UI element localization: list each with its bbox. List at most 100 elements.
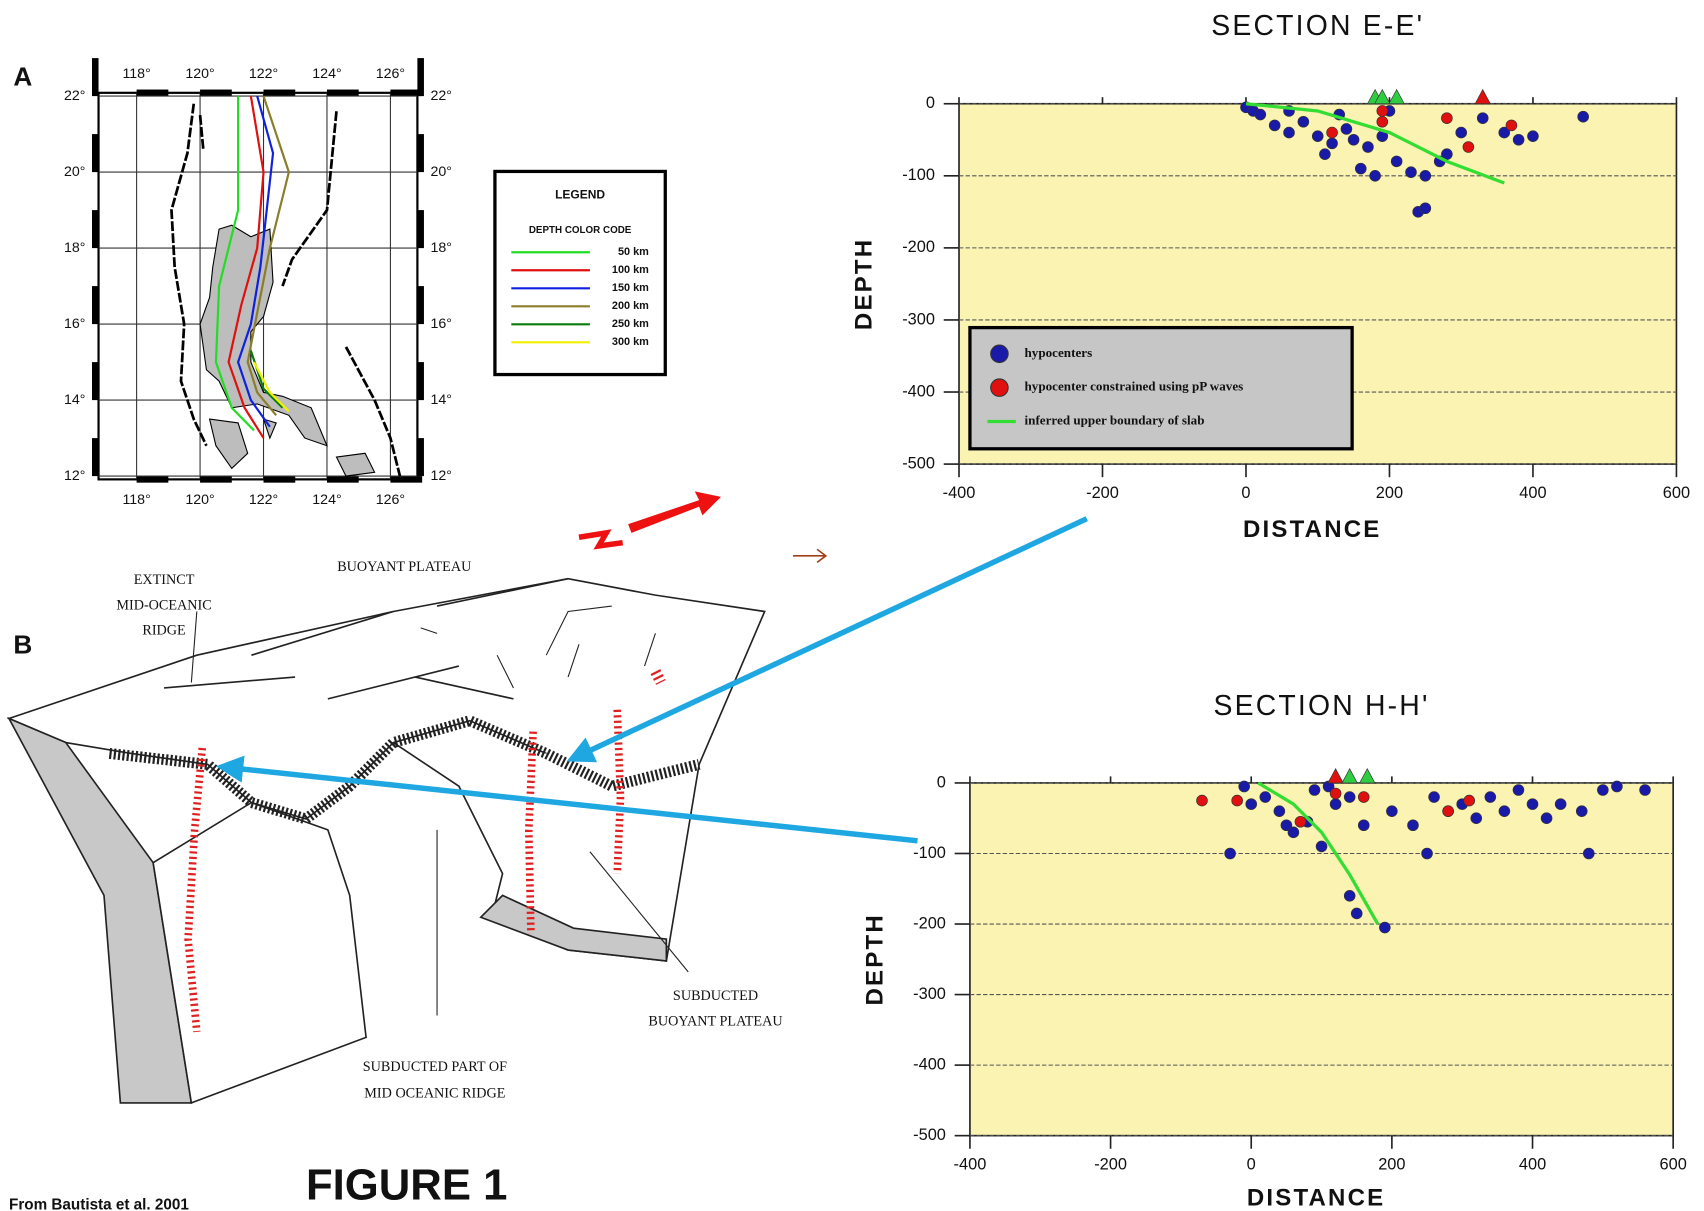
diagram-label: SUBDUCTED PART OF — [363, 1059, 507, 1075]
y-tick-label: -500 — [902, 454, 935, 472]
hypocenter — [1295, 816, 1306, 827]
frame-bar — [264, 476, 296, 483]
panel-label: B — [13, 629, 32, 659]
hypocenter — [1578, 111, 1589, 122]
lon-tick-label: 126° — [376, 492, 405, 508]
hypocenter — [1370, 170, 1381, 181]
hypocenter — [1441, 113, 1452, 124]
lat-tick-label: 14° — [64, 392, 85, 408]
lat-tick-label: 12° — [430, 468, 451, 484]
frame-bar — [200, 476, 232, 483]
y-tick-label: -100 — [913, 844, 946, 862]
hypocenter — [1330, 788, 1341, 799]
hypocenter — [1420, 170, 1431, 181]
frame-bar — [92, 58, 99, 96]
x-tick-label: 0 — [1247, 1155, 1256, 1173]
hypocenter — [1327, 127, 1338, 138]
hypocenter — [1358, 792, 1369, 803]
hypocenter — [1260, 792, 1271, 803]
hypocenter — [1506, 120, 1517, 131]
y-tick-label: -100 — [902, 166, 935, 184]
small-arrow — [793, 549, 826, 562]
diagram-label: RIDGE — [142, 622, 185, 638]
legend-label: inferred upper boundary of slab — [1025, 413, 1205, 428]
hypocenter — [1555, 799, 1566, 810]
hypocenter — [1312, 131, 1323, 142]
hypocenter — [1255, 109, 1266, 120]
lat-tick-label: 22° — [430, 88, 451, 104]
figure: EXTINCT MID-OCEANIC RIDGE BUOYANT PLATEA… — [0, 0, 1704, 1211]
legend-title: LEGEND — [555, 188, 605, 202]
lon-tick-label: 122° — [249, 492, 278, 508]
legend-swatch — [991, 345, 1008, 362]
hypocenter — [1269, 120, 1280, 131]
hypocenter — [1362, 142, 1373, 153]
frame-bar — [327, 90, 359, 97]
frame-bar — [92, 134, 99, 172]
hypocenter — [1513, 134, 1524, 145]
frame-bar — [327, 476, 359, 483]
diagram-label: BUOYANT PLATEAU — [337, 559, 471, 575]
x-tick-label: 400 — [1519, 484, 1546, 502]
lon-tick-label: 120° — [185, 492, 214, 508]
volcano — [1475, 90, 1490, 104]
y-tick-label: -400 — [913, 1055, 946, 1073]
y-axis-label: DEPTH — [850, 238, 877, 330]
source-note: From Bautista et al. 2001 — [9, 1197, 189, 1211]
hypocenter — [1344, 890, 1355, 901]
hypocenter — [1464, 795, 1475, 806]
hypocenter — [1386, 806, 1397, 817]
x-tick-label: 600 — [1660, 1155, 1687, 1173]
hypocenter — [1456, 127, 1467, 138]
legend-label: 100 km — [612, 264, 649, 276]
lat-tick-label: 16° — [430, 316, 451, 332]
legend-label: 300 km — [612, 336, 649, 348]
x-tick-label: 200 — [1376, 484, 1403, 502]
volcano — [1342, 769, 1357, 783]
frame-bar — [92, 210, 99, 248]
y-tick-label: -300 — [913, 985, 946, 1003]
hypocenter — [1379, 922, 1390, 933]
y-tick-label: -400 — [902, 382, 935, 400]
lon-tick-label: 118° — [122, 66, 150, 82]
lon-tick-label: 124° — [312, 492, 341, 508]
frame-bar — [264, 90, 296, 97]
hypocenter — [1319, 149, 1330, 160]
legend-label: 50 km — [618, 246, 649, 258]
hypocenter — [1640, 785, 1651, 796]
hypocenter — [1513, 785, 1524, 796]
diagram-label: EXTINCT — [134, 572, 195, 588]
hypocenter — [1298, 116, 1309, 127]
north-arrow — [579, 491, 721, 546]
hypocenter — [1284, 127, 1295, 138]
page: {"map": {"label": "A", "lonlim": [116.8,… — [0, 0, 1704, 1211]
hypocenter — [1330, 799, 1341, 810]
x-tick-label: 0 — [1241, 484, 1250, 502]
hypocenter — [1225, 848, 1236, 859]
hypocenter — [1429, 792, 1440, 803]
lat-tick-label: 16° — [64, 316, 85, 332]
chart-title: SECTION E-E' — [1211, 10, 1424, 42]
hypocenter — [1611, 781, 1622, 792]
diagram-label: SUBDUCTED — [673, 988, 758, 1004]
legend-label: hypocenter constrained using pP waves — [1025, 379, 1244, 394]
lon-tick-label: 126° — [376, 66, 405, 82]
hypocenter — [1348, 134, 1359, 145]
y-tick-label: -200 — [902, 238, 935, 256]
hypocenter — [1355, 163, 1366, 174]
x-tick-label: -400 — [954, 1155, 987, 1173]
lat-tick-label: 12° — [64, 468, 85, 484]
figure-label: FIGURE 1 — [306, 1161, 507, 1210]
frame-bar — [417, 362, 424, 400]
lon-tick-label: 120° — [185, 66, 214, 82]
lat-tick-label: 20° — [430, 164, 451, 180]
hypocenter — [1499, 806, 1510, 817]
x-axis-label: DISTANCE — [1243, 516, 1381, 543]
hypocenter — [1316, 841, 1327, 852]
y-tick-label: 0 — [926, 94, 935, 112]
hypocenter — [1288, 827, 1299, 838]
hypocenter — [1527, 799, 1538, 810]
hypocenter — [1406, 167, 1417, 178]
lat-tick-label: 18° — [64, 240, 85, 256]
frame-bar — [417, 210, 424, 248]
